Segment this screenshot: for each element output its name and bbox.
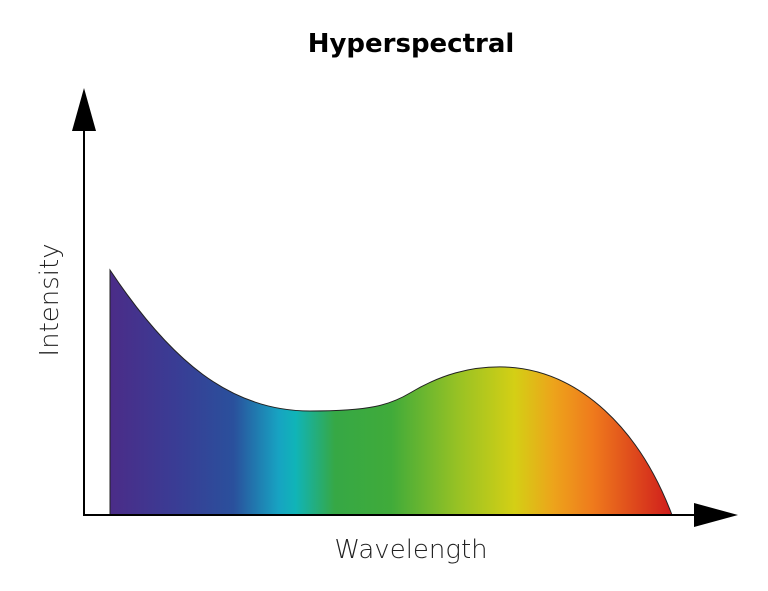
title: Hyperspectral xyxy=(308,29,515,59)
spectrum-curve xyxy=(109,268,673,516)
x-axis-label: Wavelength xyxy=(334,535,487,565)
x-axis-arrow xyxy=(694,503,738,527)
y-axis-label: Intensity xyxy=(35,243,65,356)
y-axis-arrow xyxy=(72,88,96,131)
